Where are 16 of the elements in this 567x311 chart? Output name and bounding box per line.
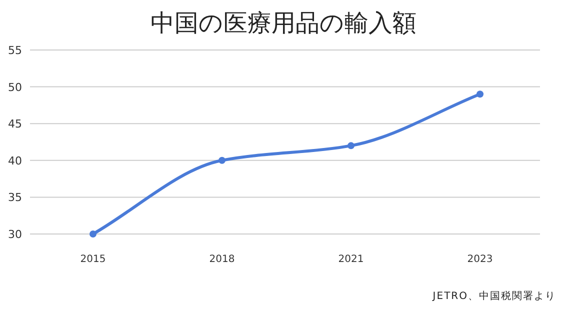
point [476,90,484,98]
point [90,230,96,238]
y-tick-label: 35 [8,191,22,204]
x-tick-label: 2018 [209,254,235,265]
chart-title: 中国の医療用品の輸入額 [150,9,416,37]
point [218,156,226,164]
x-tick-label: 2015 [80,254,106,265]
y-tick-label: 45 [8,118,22,131]
x-tick-label: 2023 [467,254,493,265]
x-tick-label: 2021 [338,254,364,265]
text: JETRO、中国税関署より [432,290,556,302]
y-tick-label: 55 [8,44,22,57]
y-tick-label: 40 [8,154,22,168]
point [348,142,354,150]
y-tick-label: 30 [8,228,22,241]
y-tick-label: 50 [8,80,22,94]
